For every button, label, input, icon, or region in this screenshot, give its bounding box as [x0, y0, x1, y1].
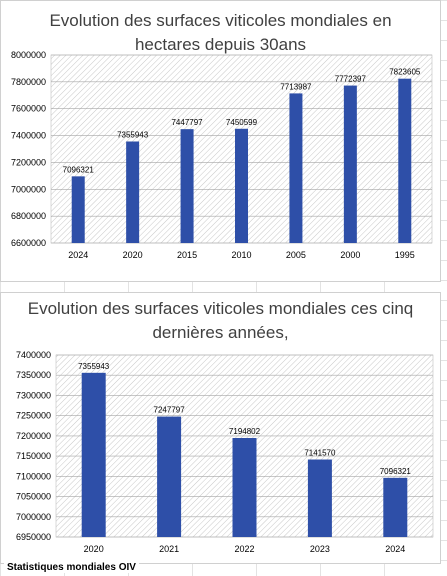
x-tick-label: 2010 — [231, 250, 251, 260]
data-label: 7141570 — [304, 449, 336, 458]
bar — [343, 85, 357, 243]
y-tick-label: 7200000 — [16, 431, 51, 441]
y-tick-label: 7400000 — [16, 350, 51, 360]
bar — [307, 459, 332, 537]
y-tick-label: 7050000 — [16, 492, 51, 502]
y-tick-label: 7800000 — [11, 77, 46, 87]
source-note: Statistiques mondiales OIV — [4, 562, 139, 573]
x-tick-label: 2000 — [340, 250, 360, 260]
y-tick-label: 6600000 — [11, 238, 46, 248]
chart-title-line: Evolution des surfaces viticoles mondial… — [27, 299, 414, 318]
chart-title: Evolution des surfaces viticoles mondial… — [1, 297, 440, 345]
x-tick-label: 2021 — [159, 544, 179, 554]
y-tick-label: 7400000 — [11, 131, 46, 141]
bar — [383, 477, 408, 537]
data-label: 7450599 — [226, 118, 258, 127]
bar — [81, 372, 106, 537]
bar — [398, 78, 412, 243]
chart-title-line: hectares depuis 30ans — [134, 35, 307, 54]
x-tick-label: 1995 — [395, 250, 415, 260]
x-tick-label: 2023 — [310, 544, 330, 554]
chart-30-years[interactable]: Evolution des surfaces viticoles mondial… — [0, 0, 441, 282]
chart-plot: 6600000 6800000 7000000 7200000 7400000 76000… — [11, 50, 433, 260]
bar — [157, 416, 182, 537]
y-tick-label: 7600000 — [11, 104, 46, 114]
bar — [126, 141, 140, 243]
chart-five-years[interactable]: Evolution des surfaces viticoles mondial… — [0, 292, 441, 564]
bar — [235, 128, 248, 243]
y-tick-label: 6800000 — [11, 211, 46, 221]
data-label: 7194802 — [229, 427, 261, 436]
x-tick-label: 2005 — [286, 250, 306, 260]
data-label: 7772397 — [335, 75, 367, 84]
y-tick-label: 7100000 — [16, 471, 51, 481]
data-label: 7247797 — [154, 406, 186, 415]
y-tick-label: 6950000 — [16, 532, 51, 542]
bar — [232, 437, 257, 537]
data-label: 7823605 — [389, 68, 421, 77]
y-tick-label: 7350000 — [16, 370, 51, 380]
x-tick-label: 2024 — [385, 544, 405, 554]
data-label: 7355943 — [78, 362, 110, 371]
y-tick-label: 7250000 — [16, 411, 51, 421]
bar — [180, 129, 194, 243]
y-tick-label: 7000000 — [16, 512, 51, 522]
y-tick-label: 7000000 — [11, 184, 46, 194]
x-tick-label: 2022 — [234, 544, 254, 554]
y-tick-label: 8000000 — [11, 50, 46, 60]
data-label: 7096321 — [380, 467, 412, 476]
data-label: 7447797 — [171, 118, 203, 127]
chart-title: Evolution des surfaces viticoles mondial… — [1, 9, 440, 57]
y-tick-label: 7200000 — [11, 157, 46, 167]
data-label: 7355943 — [117, 130, 149, 139]
y-tick-label: 7150000 — [16, 451, 51, 461]
chart-title-line: dernières années, — [152, 323, 289, 342]
chart-plot: 6950000 7000000 7050000 7100000 7150000 72000… — [16, 350, 434, 554]
bar — [289, 93, 303, 243]
y-tick-label: 7300000 — [16, 390, 51, 400]
x-tick-label: 2020 — [84, 544, 104, 554]
x-tick-label: 2024 — [68, 250, 88, 260]
data-label: 7096321 — [63, 165, 95, 174]
x-tick-label: 2015 — [177, 250, 197, 260]
chart-title-line: Evolution des surfaces viticoles mondial… — [49, 11, 392, 30]
x-tick-label: 2020 — [123, 250, 143, 260]
data-label: 7713987 — [280, 82, 312, 91]
bar — [71, 176, 85, 243]
